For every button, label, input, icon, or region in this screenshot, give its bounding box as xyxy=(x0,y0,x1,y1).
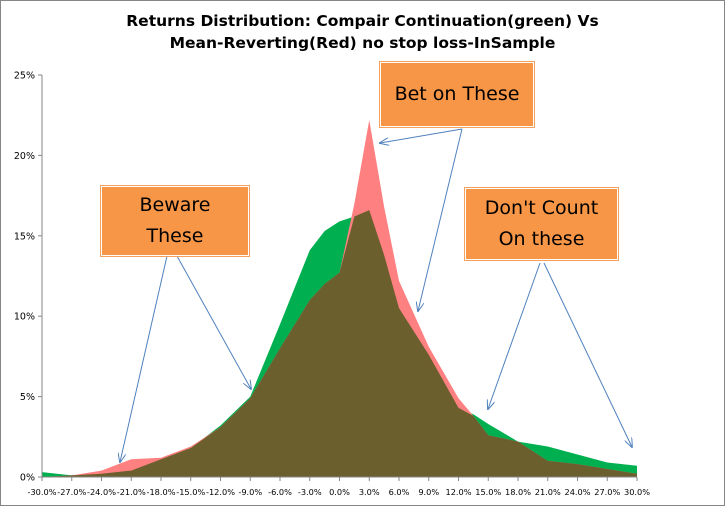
callout-dont-count: Don't Count On these xyxy=(465,188,618,260)
y-tick-label: 0% xyxy=(20,473,35,484)
y-tick-label: 15% xyxy=(14,231,35,242)
x-tick-label: -18.0% xyxy=(147,487,176,497)
callout-bet-line-1: Bet on These xyxy=(394,83,520,105)
x-tick-label: 6.0% xyxy=(389,487,410,497)
x-tick-label: -21.0% xyxy=(117,487,146,497)
x-tick-label: -3.0% xyxy=(298,487,322,497)
y-tick-label: 10% xyxy=(14,312,35,323)
callout-bet-on-these: Bet on These xyxy=(380,62,534,127)
x-tick-label: -6.0% xyxy=(268,487,292,497)
y-tick-label: 5% xyxy=(20,392,35,403)
callout-beware-line-1: Beware xyxy=(139,194,211,216)
x-tick-label: 3.0% xyxy=(359,487,380,497)
arrow-bet-right xyxy=(418,128,463,311)
x-tick-label: 12.0% xyxy=(445,487,471,497)
callout-beware-these: Beware These xyxy=(101,186,249,256)
x-tick-label: 18.0% xyxy=(505,487,531,497)
callout-beware-line-2: These xyxy=(146,225,204,247)
x-tick-label: -27.0% xyxy=(57,487,86,497)
x-tick-label: 30.0% xyxy=(624,487,650,497)
x-tick-label: -9.0% xyxy=(238,487,262,497)
x-tick-label: 0.0% xyxy=(329,487,350,497)
x-tick-label: 27.0% xyxy=(594,487,620,497)
callout-arrows xyxy=(120,128,632,462)
x-tick-label: -12.0% xyxy=(206,487,235,497)
arrow-dontcount-left xyxy=(488,262,541,409)
x-tick-label: -24.0% xyxy=(87,487,116,497)
callout-dontcount-line-1: Don't Count xyxy=(484,197,599,219)
arrow-bet-left xyxy=(380,128,463,143)
chart-title-line-2: Mean-Reverting(Red) no stop loss-InSampl… xyxy=(169,34,556,52)
x-tick-label: -30.0% xyxy=(28,487,57,497)
callout-dontcount-line-2: On these xyxy=(498,228,585,250)
y-tick-label: 25% xyxy=(14,71,35,82)
y-tick-label: 20% xyxy=(14,151,35,162)
x-tick-label: 21.0% xyxy=(535,487,561,497)
x-tick-label: 9.0% xyxy=(418,487,439,497)
series-overlap-area xyxy=(42,210,637,477)
chart-title: Returns Distribution: Compair Continuati… xyxy=(0,10,725,54)
chart-title-line-1: Returns Distribution: Compair Continuati… xyxy=(126,12,599,30)
x-tick-label: -15.0% xyxy=(176,487,205,497)
x-tick-label: 24.0% xyxy=(564,487,590,497)
arrow-beware-right xyxy=(176,255,251,389)
arrow-beware-left xyxy=(120,255,168,462)
x-tick-label: 15.0% xyxy=(475,487,501,497)
arrow-dontcount-right xyxy=(543,262,632,447)
